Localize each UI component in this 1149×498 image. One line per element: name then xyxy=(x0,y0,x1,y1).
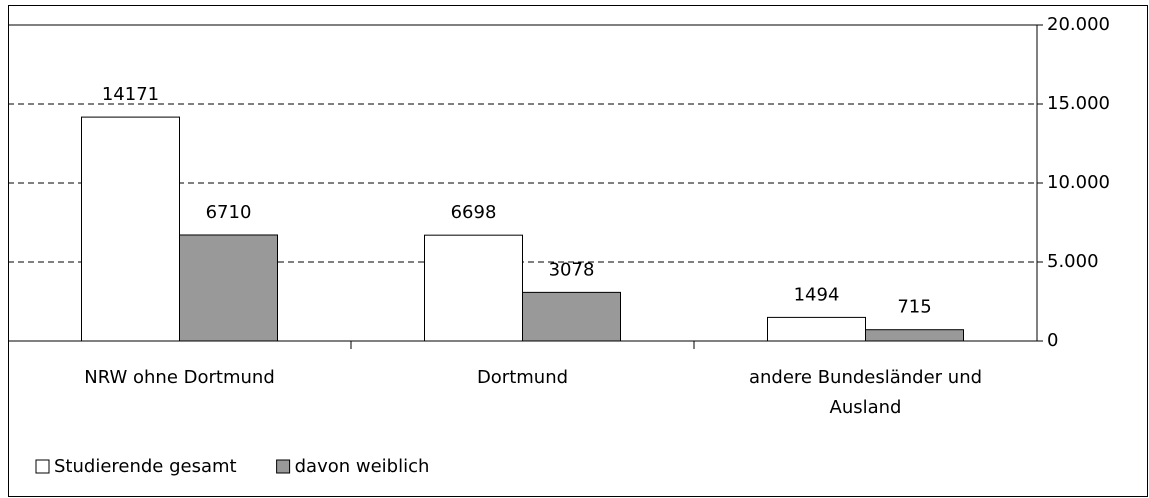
bar xyxy=(179,234,278,342)
legend-swatch xyxy=(276,459,291,474)
frame xyxy=(8,5,1148,497)
bar xyxy=(81,116,180,342)
value-label: 6698 xyxy=(451,202,497,223)
legend-label: davon weiblich xyxy=(295,456,430,477)
bar xyxy=(522,291,621,342)
bar xyxy=(424,234,523,342)
y-tick-label: 10.000 xyxy=(1047,172,1110,193)
bar xyxy=(767,316,866,342)
y-tick-label: 0 xyxy=(1047,330,1058,351)
y-tick-label: 5.000 xyxy=(1047,251,1099,272)
value-label: 1494 xyxy=(794,284,840,305)
y-tick-label: 15.000 xyxy=(1047,93,1110,114)
value-label: 14171 xyxy=(102,84,159,105)
value-label: 3078 xyxy=(549,259,595,280)
x-tick-label: Dortmund xyxy=(476,367,569,388)
value-label: 715 xyxy=(897,297,931,318)
bar xyxy=(865,329,964,342)
y-tick-label: 20.000 xyxy=(1047,14,1110,35)
legend-swatch xyxy=(35,459,50,474)
value-label: 6710 xyxy=(206,202,252,223)
legend-label: Studierende gesamt xyxy=(54,456,237,477)
x-tick-label: andere Bundesländer und Ausland xyxy=(748,367,983,418)
x-tick-label: NRW ohne Dortmund xyxy=(84,367,275,388)
